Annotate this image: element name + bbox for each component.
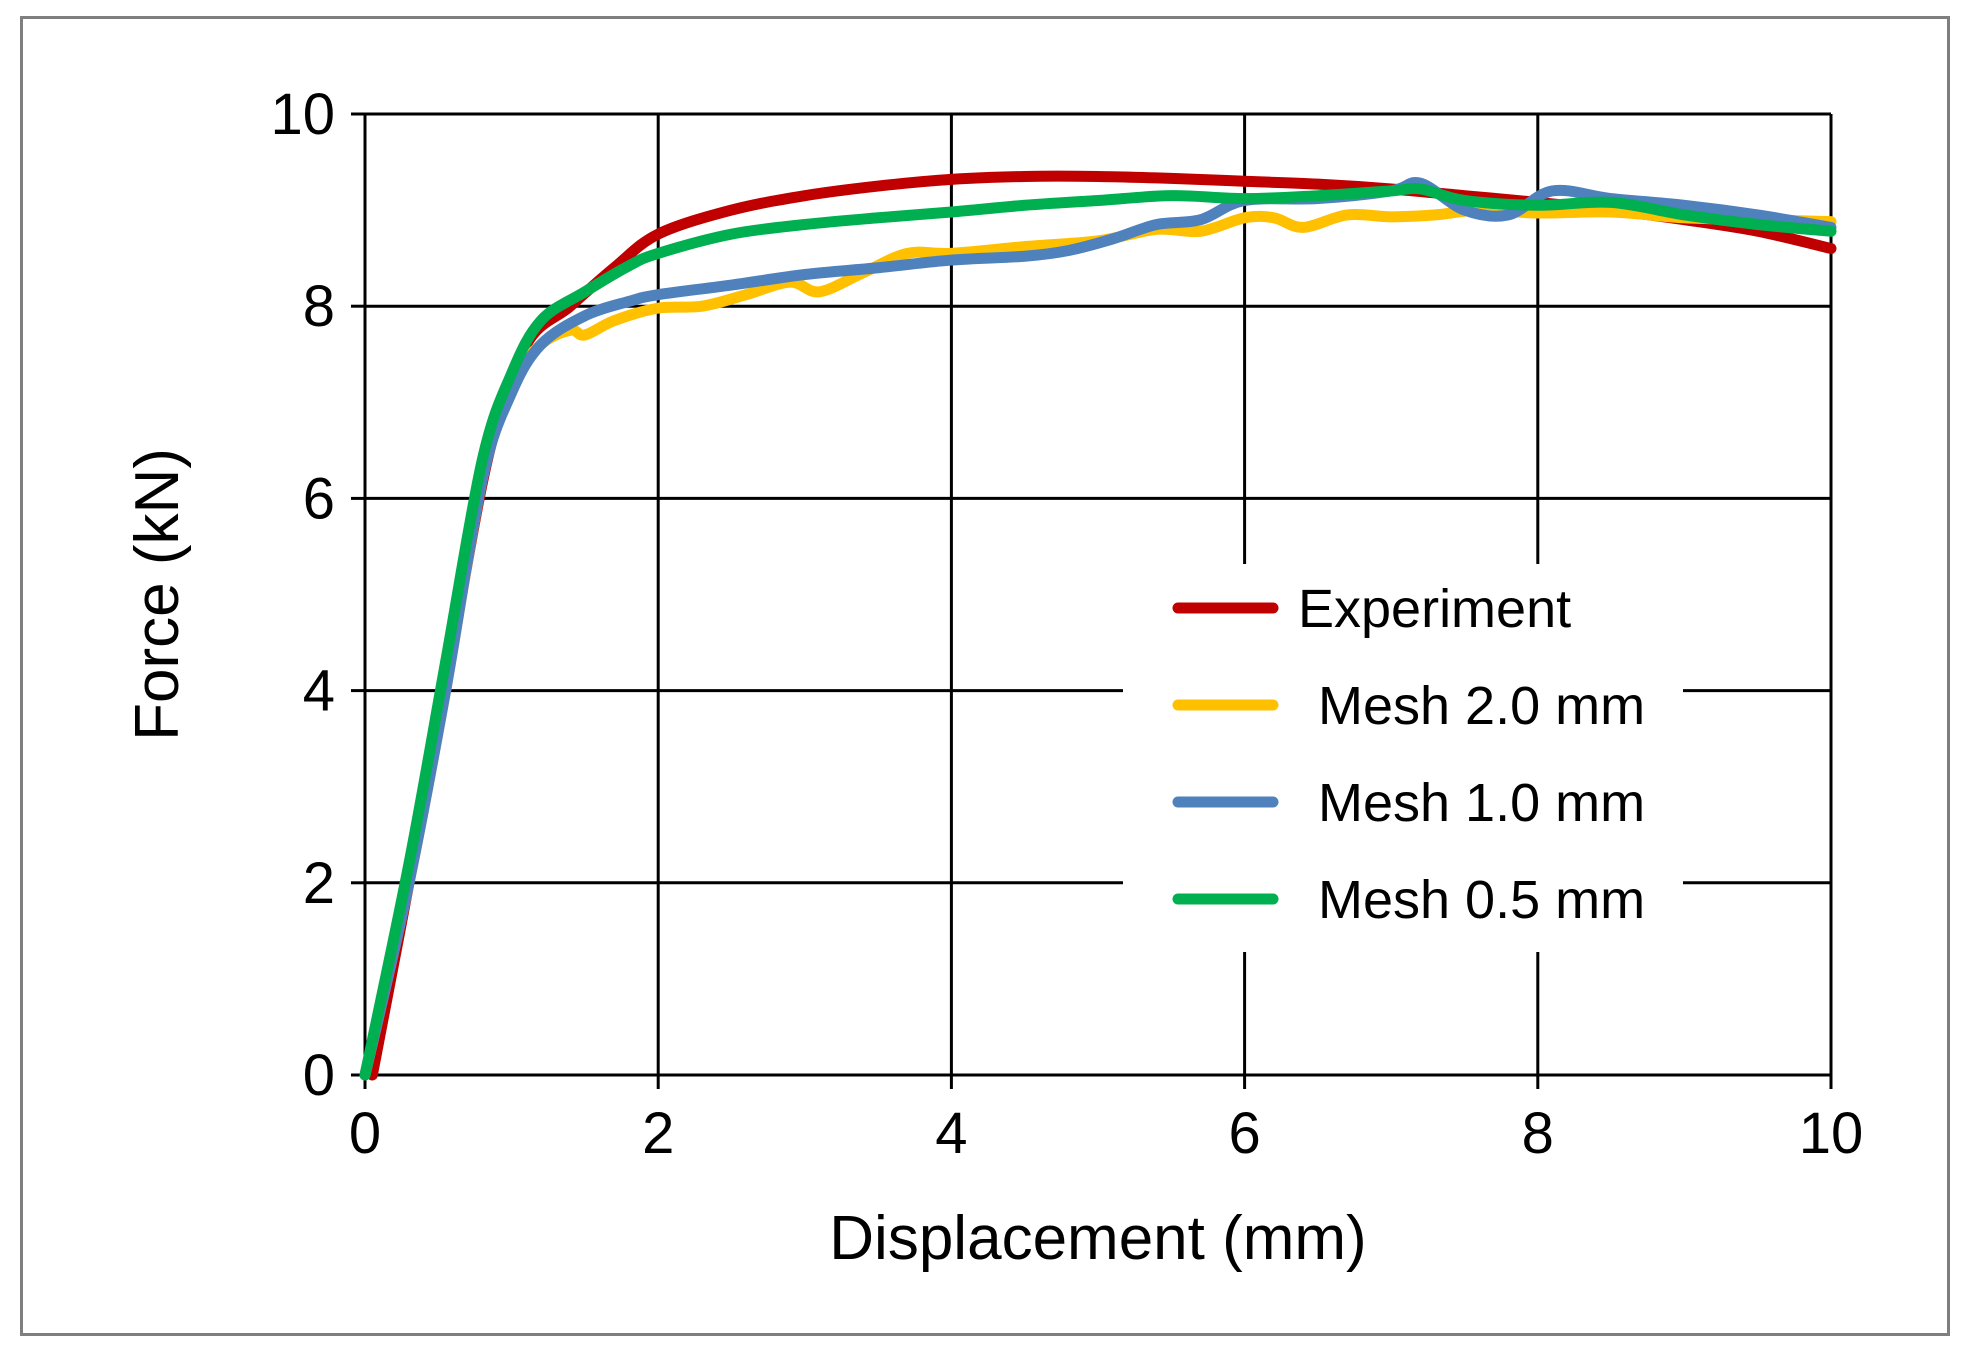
series-line-mesh-0-5-mm xyxy=(359,182,1837,1081)
y-axis-title: Force (kN) xyxy=(123,448,192,741)
x-tick-label: 4 xyxy=(935,1101,967,1166)
series-layer xyxy=(359,170,1837,1081)
y-tick-label: 8 xyxy=(303,274,335,339)
legend-background xyxy=(1123,564,1683,952)
y-tick-label: 6 xyxy=(303,466,335,531)
legend-label-mesh-1-0-mm: Mesh 1.0 mm xyxy=(1318,773,1645,833)
x-tick-label: 6 xyxy=(1228,1101,1260,1166)
x-tick-label: 0 xyxy=(349,1101,381,1166)
x-axis-title: Displacement (mm) xyxy=(829,1204,1366,1273)
y-tick-label: 4 xyxy=(303,659,335,724)
legend-label-experiment: Experiment xyxy=(1298,579,1571,639)
x-tick-label: 2 xyxy=(642,1101,674,1166)
axis-layer xyxy=(351,112,1833,1089)
y-tick-label: 0 xyxy=(303,1043,335,1108)
x-tick-label: 8 xyxy=(1522,1101,1554,1166)
tick-label-layer: 0 2 4 6 8 10 0 2 4 6 8 10 xyxy=(270,82,1863,1166)
y-tick-label: 2 xyxy=(303,851,335,916)
legend: Experiment Mesh 2.0 mm Mesh 1.0 mm Mesh 0.5… xyxy=(1123,564,1683,952)
y-tick-label: 10 xyxy=(270,82,335,147)
x-tick-label: 10 xyxy=(1799,1101,1864,1166)
chart-frame: 0 2 4 6 8 10 0 2 4 6 8 10 Experiment Mesh 2.0 mm Mesh… xyxy=(20,16,1950,1336)
legend-label-mesh-2-0-mm: Mesh 2.0 mm xyxy=(1318,676,1645,736)
force-displacement-chart: 0 2 4 6 8 10 0 2 4 6 8 10 Experiment Mesh 2.0 mm Mesh… xyxy=(123,82,1863,1273)
legend-label-mesh-0-5-mm: Mesh 0.5 mm xyxy=(1318,870,1645,930)
